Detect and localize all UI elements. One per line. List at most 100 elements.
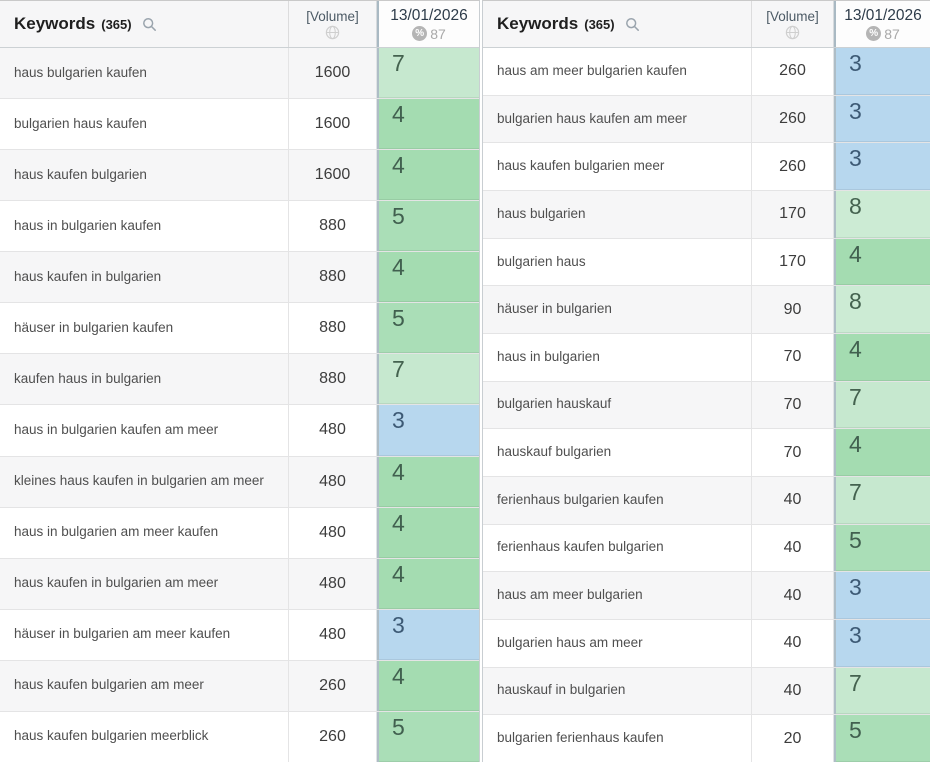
rank-cell[interactable]: 3 [834,143,930,190]
rank-cell[interactable]: 4 [377,660,479,711]
keyword-cell[interactable]: kleines haus kaufen in bulgarien am meer [0,456,289,507]
rank-cell[interactable]: 3 [377,609,479,660]
table-row[interactable]: kleines haus kaufen in bulgarien am meer… [0,456,479,508]
table-row[interactable]: haus kaufen in bulgarien am meer 480 4 [0,558,479,610]
rank-cell[interactable]: 7 [834,667,930,715]
rank-cell[interactable]: 4 [377,150,479,201]
keyword-cell[interactable]: bulgarien haus kaufen [0,99,289,150]
rank-cell[interactable]: 8 [834,190,930,238]
rank-cell[interactable]: 4 [377,252,479,303]
table-row[interactable]: bulgarien haus 170 4 [483,238,930,287]
keyword-cell[interactable]: kaufen haus in bulgarien [0,354,289,405]
volume-column-header[interactable]: [Volume] [752,1,834,47]
keyword-cell[interactable]: ferienhaus bulgarien kaufen [483,476,752,524]
keyword-cell[interactable]: haus bulgarien kaufen [0,48,289,99]
keyword-cell[interactable]: haus in bulgarien [483,333,752,381]
keyword-cell[interactable]: haus kaufen bulgarien [0,150,289,201]
search-icon[interactable] [625,17,640,32]
rank-cell[interactable]: 3 [834,48,930,95]
table-row[interactable]: haus in bulgarien 70 4 [483,333,930,382]
rank-cell[interactable]: 7 [834,381,930,429]
table-row[interactable]: hauskauf in bulgarien 40 7 [483,667,930,716]
table-header-left: Keywords (365) [Volume] 13/01/2026 % 87 [0,1,479,48]
keyword-cell[interactable]: hauskauf bulgarien [483,429,752,476]
keyword-cell[interactable]: haus bulgarien [483,190,752,238]
rank-cell[interactable]: 3 [834,95,930,143]
table-row[interactable]: bulgarien haus kaufen am meer 260 3 [483,95,930,144]
table-row[interactable]: bulgarien hauskauf 70 7 [483,381,930,430]
rank-cell[interactable]: 4 [377,99,479,150]
keywords-header-label: Keywords [497,14,579,33]
keyword-cell[interactable]: haus kaufen bulgarien meerblick [0,711,289,762]
rank-cell[interactable]: 4 [834,333,930,381]
date-column-header[interactable]: 13/01/2026 % 87 [377,1,479,47]
date-column-header[interactable]: 13/01/2026 % 87 [834,1,930,47]
keyword-cell[interactable]: haus am meer bulgarien kaufen [483,48,752,95]
table-row[interactable]: bulgarien ferienhaus kaufen 20 5 [483,715,930,762]
keyword-cell[interactable]: häuser in bulgarien am meer kaufen [0,609,289,660]
table-row[interactable]: hauskauf bulgarien 70 4 [483,429,930,477]
keyword-cell[interactable]: haus in bulgarien kaufen [0,201,289,252]
table-row[interactable]: haus am meer bulgarien kaufen 260 3 [483,48,930,96]
table-row[interactable]: haus kaufen bulgarien 1600 4 [0,150,479,202]
rank-cell[interactable]: 4 [834,429,930,476]
volume-column-header[interactable]: [Volume] [289,1,377,47]
rank-cell[interactable]: 3 [377,405,479,456]
keyword-cell[interactable]: bulgarien ferienhaus kaufen [483,715,752,762]
table-row[interactable]: haus am meer bulgarien 40 3 [483,572,930,620]
table-row[interactable]: bulgarien haus am meer 40 3 [483,619,930,668]
volume-cell: 880 [289,252,377,303]
table-row[interactable]: haus in bulgarien kaufen 880 5 [0,201,479,253]
table-row[interactable]: haus kaufen bulgarien meerblick 260 5 [0,711,479,762]
keyword-cell[interactable]: bulgarien haus [483,238,752,286]
table-row[interactable]: häuser in bulgarien am meer kaufen 480 3 [0,609,479,661]
table-row[interactable]: haus kaufen in bulgarien 880 4 [0,252,479,304]
keywords-column-header[interactable]: Keywords (365) [0,1,289,47]
rank-cell[interactable]: 5 [834,715,930,762]
rank-cell[interactable]: 7 [377,48,479,99]
keywords-count: (365) [584,16,615,32]
keyword-cell[interactable]: haus kaufen bulgarien am meer [0,660,289,711]
rank-cell[interactable]: 4 [377,507,479,558]
rank-cell[interactable]: 3 [834,572,930,619]
keyword-cell[interactable]: häuser in bulgarien [483,286,752,333]
table-row[interactable]: haus bulgarien 170 8 [483,190,930,239]
keyword-cell[interactable]: haus kaufen in bulgarien [0,252,289,303]
table-row[interactable]: ferienhaus kaufen bulgarien 40 5 [483,524,930,573]
keywords-column-header[interactable]: Keywords (365) [483,1,752,47]
keyword-cell[interactable]: häuser in bulgarien kaufen [0,303,289,354]
rank-cell[interactable]: 3 [834,619,930,667]
keyword-cell[interactable]: ferienhaus kaufen bulgarien [483,524,752,572]
keyword-cell[interactable]: bulgarien hauskauf [483,381,752,429]
volume-cell: 70 [752,333,834,381]
keyword-cell[interactable]: hauskauf in bulgarien [483,667,752,715]
table-row[interactable]: ferienhaus bulgarien kaufen 40 7 [483,476,930,525]
keyword-cell[interactable]: bulgarien haus am meer [483,619,752,667]
keyword-cell[interactable]: haus kaufen bulgarien meer [483,143,752,190]
table-row[interactable]: haus kaufen bulgarien meer 260 3 [483,143,930,191]
rank-cell[interactable]: 5 [834,524,930,572]
keyword-cell[interactable]: haus kaufen in bulgarien am meer [0,558,289,609]
keyword-cell[interactable]: haus in bulgarien kaufen am meer [0,405,289,456]
rank-cell[interactable]: 4 [377,558,479,609]
keyword-cell[interactable]: haus am meer bulgarien [483,572,752,619]
table-row[interactable]: bulgarien haus kaufen 1600 4 [0,99,479,151]
rank-cell[interactable]: 4 [834,238,930,286]
rank-cell[interactable]: 7 [377,354,479,405]
table-row[interactable]: haus in bulgarien kaufen am meer 480 3 [0,405,479,457]
rank-cell[interactable]: 4 [377,456,479,507]
search-icon[interactable] [142,17,157,32]
table-row[interactable]: häuser in bulgarien 90 8 [483,286,930,334]
table-row[interactable]: haus bulgarien kaufen 1600 7 [0,48,479,100]
table-row[interactable]: haus kaufen bulgarien am meer 260 4 [0,660,479,712]
table-row[interactable]: häuser in bulgarien kaufen 880 5 [0,303,479,355]
table-row[interactable]: haus in bulgarien am meer kaufen 480 4 [0,507,479,559]
rank-cell[interactable]: 5 [377,303,479,354]
rank-cell[interactable]: 8 [834,286,930,333]
table-row[interactable]: kaufen haus in bulgarien 880 7 [0,354,479,406]
keyword-cell[interactable]: bulgarien haus kaufen am meer [483,95,752,143]
rank-cell[interactable]: 7 [834,476,930,524]
keyword-cell[interactable]: haus in bulgarien am meer kaufen [0,507,289,558]
rank-cell[interactable]: 5 [377,711,479,762]
rank-cell[interactable]: 5 [377,201,479,252]
